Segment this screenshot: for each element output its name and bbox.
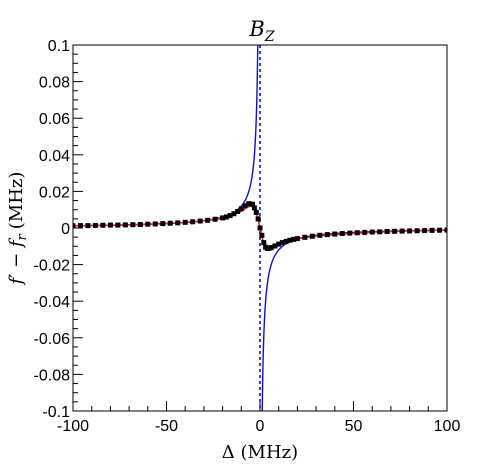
y-tick-label: -0.1 — [42, 404, 70, 421]
y-tick-label: 0.02 — [39, 184, 70, 201]
data-point — [444, 227, 447, 233]
data-point — [190, 219, 196, 225]
y-tick-label: 0.04 — [39, 148, 70, 165]
data-point — [253, 209, 259, 215]
data-point — [369, 229, 375, 235]
x-tick-label: 50 — [345, 418, 363, 435]
x-tick-label: 100 — [434, 418, 461, 435]
chart-title-main: B — [248, 17, 264, 41]
data-point — [223, 214, 229, 220]
y-tick-label: -0.02 — [34, 258, 71, 275]
y-tick-label: 0.1 — [48, 38, 70, 55]
y-tick-label: -0.04 — [34, 294, 71, 311]
x-tick-label: 0 — [256, 418, 265, 435]
data-point — [354, 230, 360, 236]
data-point — [77, 223, 83, 229]
data-point — [392, 228, 398, 234]
data-point — [100, 222, 106, 228]
data-point — [294, 236, 300, 242]
data-point — [291, 236, 297, 242]
data-point — [302, 234, 308, 240]
data-point — [242, 203, 248, 209]
data-point — [362, 229, 368, 235]
ticks-layer: -100 -50 0 50 100 -0.1 -0.08 -0.06 -0.04 -0.02 0 0.… — [34, 38, 461, 435]
y-tick-label: 0.08 — [39, 75, 70, 92]
chart-title: BZ — [248, 17, 274, 45]
data-point — [339, 230, 345, 236]
data-point — [347, 230, 353, 236]
data-point — [250, 201, 256, 207]
data-point — [137, 222, 143, 228]
data-point — [160, 221, 166, 227]
y-axis-label-unit: (MHz) — [6, 172, 27, 230]
data-point — [182, 219, 188, 225]
theory-curve-left — [73, 45, 259, 227]
data-point — [197, 218, 203, 224]
data-point — [235, 209, 241, 215]
data-point — [122, 222, 128, 228]
data-point — [130, 222, 136, 228]
x-tick-label: -50 — [155, 418, 178, 435]
y-tick-label: 0.06 — [39, 111, 70, 128]
data-point — [227, 213, 233, 219]
plot-frame — [72, 44, 448, 412]
data-point — [407, 228, 413, 234]
y-axis-label-main: f′ − f — [6, 237, 27, 286]
y-axis-label-sub: r — [15, 233, 30, 240]
data-point — [384, 228, 390, 234]
data-point — [317, 232, 323, 238]
data-point — [220, 215, 226, 221]
data-point — [399, 228, 405, 234]
chart-title-sub: Z — [264, 29, 275, 45]
theory-curve-right — [261, 229, 447, 411]
data-point — [212, 216, 218, 222]
data-point — [276, 241, 282, 247]
y-axis-label: f′ − fr (MHz) — [6, 172, 30, 287]
data-point — [73, 223, 76, 229]
data-point — [429, 227, 435, 233]
data-point — [175, 220, 181, 226]
data-point — [287, 237, 293, 243]
data-point — [437, 227, 443, 233]
data-point — [231, 211, 237, 217]
data-point — [205, 217, 211, 223]
data-point — [115, 222, 121, 228]
data-point — [167, 220, 173, 226]
data-point — [85, 223, 91, 229]
y-tick-label: -0.06 — [34, 331, 71, 348]
data-point — [279, 240, 285, 246]
data-point — [377, 229, 383, 235]
data-point — [309, 233, 315, 239]
x-tick-label: -100 — [57, 418, 89, 435]
data-point — [283, 238, 289, 244]
data-point — [268, 245, 274, 251]
data-point — [332, 231, 338, 237]
data-point — [107, 222, 113, 228]
data-point — [259, 232, 265, 238]
data-point — [257, 225, 263, 231]
data-point — [261, 240, 267, 246]
data-point — [272, 243, 278, 249]
x-axis-label: Δ (MHz) — [222, 442, 298, 463]
data-point — [422, 228, 428, 234]
data-point — [414, 228, 420, 234]
data-point — [152, 221, 158, 227]
y-tick-label: 0 — [61, 221, 70, 238]
data-point — [145, 221, 151, 227]
series-layer — [73, 45, 447, 411]
data-point — [255, 216, 261, 222]
data-point — [92, 222, 98, 228]
data-point — [324, 232, 330, 238]
data-point — [251, 205, 257, 211]
data-point — [238, 206, 244, 212]
y-tick-label: -0.08 — [34, 367, 71, 384]
data-point — [246, 201, 252, 207]
